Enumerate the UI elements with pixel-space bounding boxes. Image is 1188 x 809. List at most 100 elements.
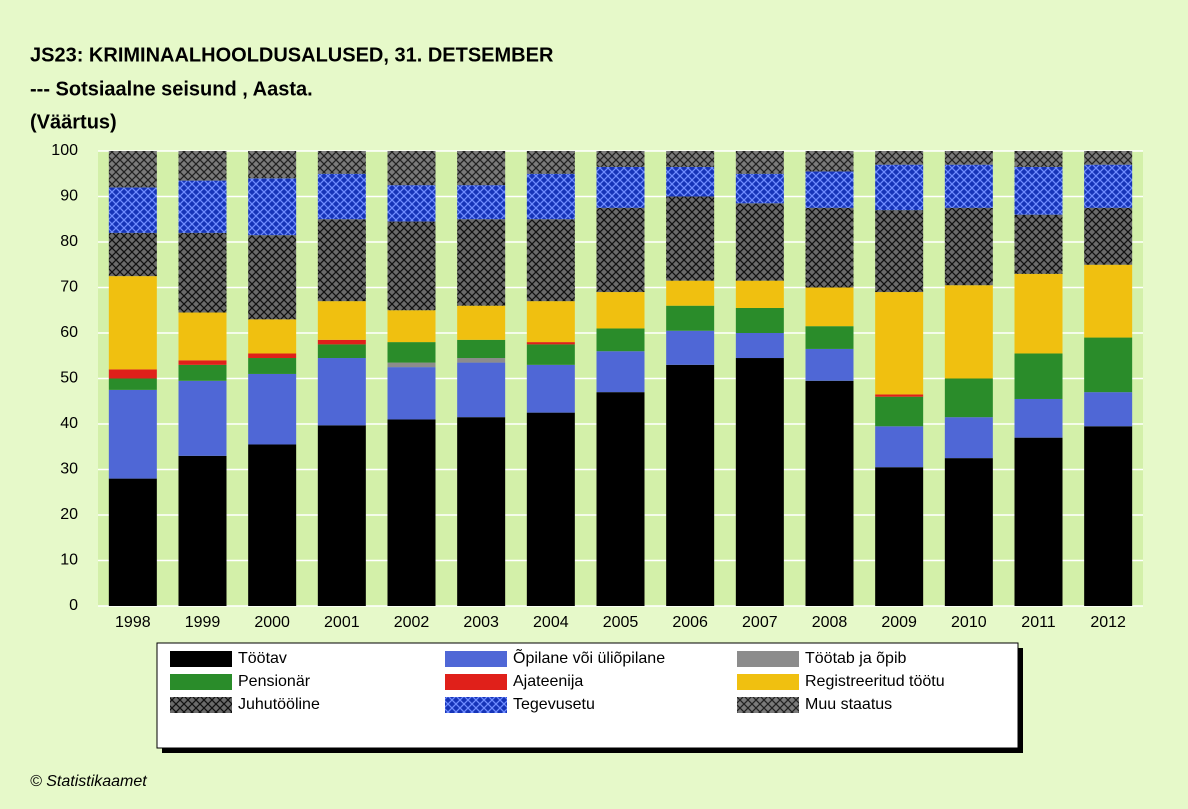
- bar-segment: [596, 351, 645, 393]
- bar-segment: [178, 180, 227, 233]
- bar-segment: [944, 378, 993, 418]
- x-tick-label: 2012: [1090, 614, 1126, 631]
- bar-segment: [108, 478, 157, 606]
- bar-segment: [317, 219, 366, 302]
- x-tick-label: 2007: [742, 614, 778, 631]
- legend-swatch: [737, 674, 799, 690]
- legend: [156, 642, 1019, 749]
- bar-segment: [805, 326, 854, 349]
- y-tick-label: 80: [60, 233, 78, 250]
- bar-segment: [248, 444, 297, 606]
- legend-label: Registreeritud töötu: [805, 673, 945, 690]
- bar-segment: [108, 232, 157, 277]
- bar-segment: [805, 380, 854, 606]
- bar-segment: [248, 373, 297, 445]
- y-tick-label: 50: [60, 370, 78, 387]
- bar-segment: [944, 285, 993, 379]
- bar-segment: [248, 319, 297, 354]
- bar-segment: [248, 178, 297, 236]
- bar-segment: [457, 339, 506, 359]
- bar-segment: [1084, 264, 1133, 338]
- bar-segment: [457, 417, 506, 606]
- bar-segment: [875, 210, 924, 293]
- y-tick-label: 0: [69, 597, 78, 614]
- bar-segment: [805, 348, 854, 381]
- bar-segment: [387, 185, 436, 222]
- bar-segment: [248, 353, 297, 359]
- bar-segment: [1014, 353, 1063, 399]
- bar-segment: [526, 219, 575, 302]
- bar-segment: [178, 455, 227, 606]
- bar-segment: [526, 412, 575, 606]
- y-tick-label: 20: [60, 506, 78, 523]
- legend-label: Juhutööline: [238, 696, 320, 713]
- bar-segment: [178, 312, 227, 361]
- x-tick-label: 1999: [185, 614, 221, 631]
- bar-segment: [735, 333, 784, 359]
- bar-segment: [875, 164, 924, 211]
- bar-segment: [178, 232, 227, 313]
- bar-segment: [735, 307, 784, 333]
- bar-segment: [666, 364, 715, 606]
- bar-segment: [178, 151, 227, 181]
- bar-segment: [108, 151, 157, 188]
- legend-label: Õpilane või üliõpilane: [513, 647, 665, 667]
- bar-segment: [875, 467, 924, 606]
- bar-segment: [457, 358, 506, 363]
- bar-segment: [457, 305, 506, 340]
- bar-segment: [805, 151, 854, 172]
- chart-subtitle: --- Sotsiaalne seisund , Aasta.: [30, 78, 313, 100]
- bar-segment: [387, 367, 436, 420]
- x-tick-label: 2003: [463, 614, 499, 631]
- bar-segment: [1084, 151, 1133, 165]
- bar-segment: [666, 330, 715, 365]
- bar-segment: [1084, 207, 1133, 265]
- bar-segment: [317, 151, 366, 174]
- legend-swatch: [445, 674, 507, 690]
- bar-segment: [248, 151, 297, 179]
- bar-segment: [457, 219, 506, 306]
- legend-swatch: [170, 674, 232, 690]
- y-tick-label: 10: [60, 552, 78, 569]
- legend-swatch: [170, 651, 232, 667]
- x-tick-label: 2001: [324, 614, 360, 631]
- bar-segment: [1014, 398, 1063, 438]
- x-tick-label: 2004: [533, 614, 569, 631]
- source: © Statistikaamet: [30, 773, 147, 790]
- bar-segment: [596, 392, 645, 606]
- bar-segment: [805, 287, 854, 327]
- y-tick-label: 30: [60, 461, 78, 478]
- bar-segment: [666, 305, 715, 331]
- bar-segment: [1014, 166, 1063, 215]
- bar-segment: [526, 364, 575, 413]
- bar-segment: [944, 417, 993, 459]
- bar-segment: [457, 362, 506, 418]
- bar-segment: [387, 151, 436, 186]
- bar-segment: [317, 339, 366, 345]
- bar-segment: [666, 196, 715, 281]
- legend-label: Töötav: [238, 650, 287, 667]
- legend-swatch: [445, 651, 507, 667]
- bar-segment: [317, 425, 366, 606]
- legend-swatch: [737, 697, 799, 713]
- x-tick-label: 2005: [603, 614, 639, 631]
- y-tick-label: 40: [60, 415, 78, 432]
- bar-segment: [805, 171, 854, 208]
- bar-segment: [526, 173, 575, 220]
- bar-segment: [526, 151, 575, 174]
- bar-segment: [735, 151, 784, 174]
- bar-segment: [317, 301, 366, 340]
- bar-segment: [387, 310, 436, 343]
- bar-segment: [596, 166, 645, 208]
- bar-segment: [526, 344, 575, 365]
- bar-segment: [178, 380, 227, 456]
- y-tick-label: 90: [60, 188, 78, 205]
- bar-segment: [805, 207, 854, 288]
- bar-segment: [735, 173, 784, 204]
- bar-segment: [875, 394, 924, 397]
- chart-title: JS23: KRIMINAALHOOLDUSALUSED, 31. DETSEM…: [30, 44, 554, 66]
- bar-segment: [666, 166, 715, 197]
- legend-label: Tegevusetu: [513, 696, 595, 713]
- legend-label: Ajateenija: [513, 673, 583, 690]
